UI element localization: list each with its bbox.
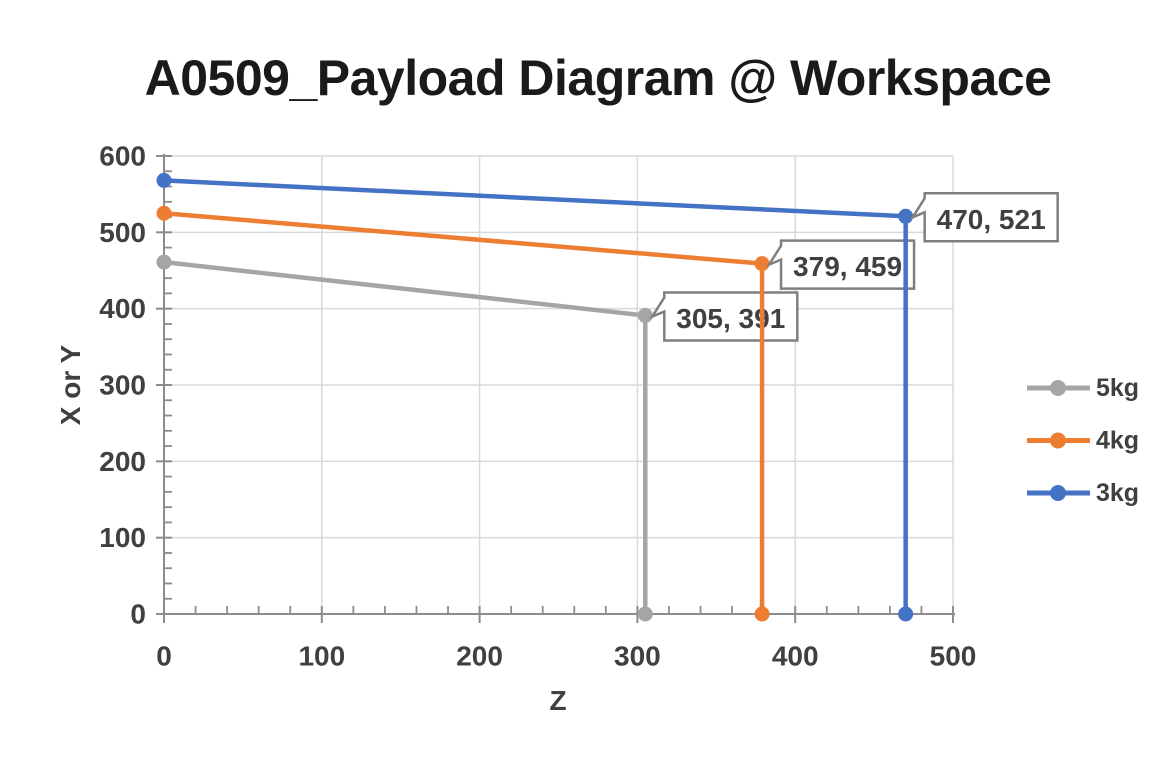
legend-label-5kg: 5kg: [1096, 374, 1139, 402]
data-label-callout-4kg: [765, 239, 916, 290]
legend-marker-3kg: [1050, 485, 1066, 501]
legend-item-4kg: 4kg: [1027, 427, 1139, 455]
series-marker-3kg: [156, 172, 172, 188]
x-tick-label: 100: [298, 641, 345, 672]
y-tick-label: 400: [99, 293, 146, 324]
y-tick-label: 100: [99, 522, 146, 553]
legend-item-5kg: 5kg: [1027, 374, 1139, 402]
data-label-text-5kg: 305, 391: [676, 303, 785, 334]
y-tick-label: 0: [130, 599, 146, 630]
legend-marker-5kg: [1050, 380, 1066, 396]
y-tick-label: 200: [99, 446, 146, 477]
axes: 0 100 200 300 400 500 600 0 100 200 300 400 500: [99, 141, 976, 672]
series-marker-3kg: [898, 606, 914, 622]
series-line-5kg: [161, 259, 648, 617]
x-tick-label: 200: [456, 641, 503, 672]
x-tick-label: 300: [614, 641, 661, 672]
chart-title: A0509_Payload Diagram @ Workspace: [145, 50, 1052, 106]
data-label-text-3kg: 470, 521: [937, 204, 1046, 235]
legend-marker-4kg: [1050, 432, 1066, 449]
series-marker-4kg: [754, 256, 770, 272]
y-tick-label: 500: [99, 217, 146, 248]
data-label-text-4kg: 379, 459: [793, 251, 902, 282]
series-marker-5kg: [637, 308, 653, 324]
data-label-callout-3kg: [909, 192, 1059, 243]
x-tick-label: 400: [772, 641, 819, 672]
y-axis-title: X or Y: [55, 344, 86, 425]
series-layer: 305, 391 379, 459 470, 521: [156, 172, 1059, 622]
gridlines: [164, 155, 954, 614]
x-tick-label: 500: [930, 641, 977, 672]
series-marker-5kg: [156, 254, 172, 270]
legend-label-4kg: 4kg: [1096, 427, 1139, 455]
y-tick-label: 300: [99, 370, 146, 401]
legend-item-3kg: 3kg: [1027, 479, 1139, 507]
series-marker-4kg: [156, 205, 172, 221]
series-marker-5kg: [637, 606, 653, 622]
legend-label-3kg: 3kg: [1096, 479, 1139, 507]
x-tick-label: 0: [156, 641, 172, 672]
x-axis-title: Z: [549, 685, 566, 716]
y-tick-label: 600: [99, 141, 146, 172]
series-marker-3kg: [898, 208, 914, 224]
series-marker-4kg: [754, 606, 770, 622]
legend: 5kg 4kg 3kg: [1027, 374, 1139, 507]
